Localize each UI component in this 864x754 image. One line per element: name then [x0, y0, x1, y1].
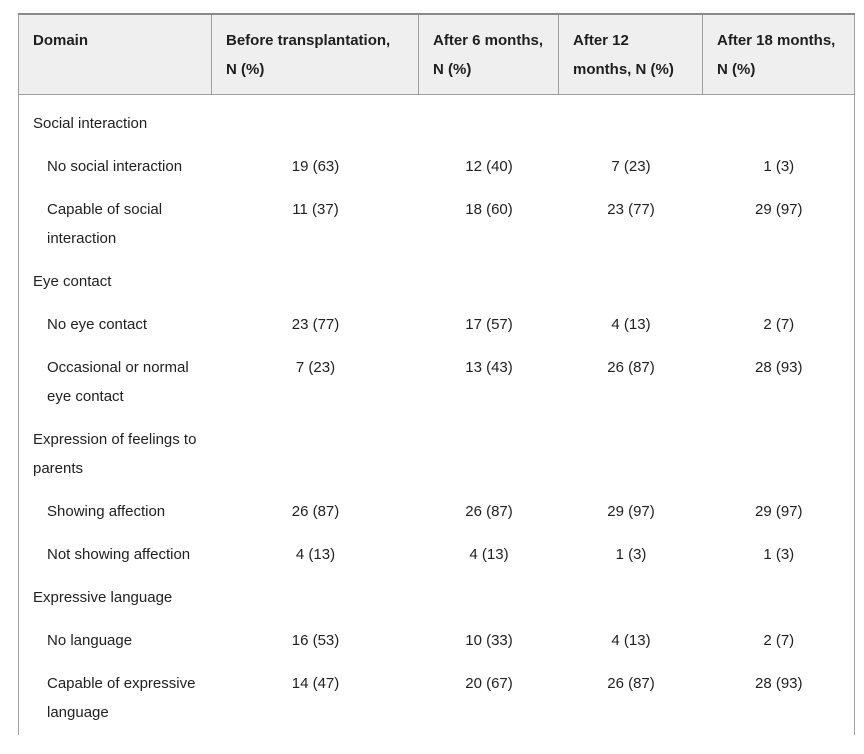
column-header-after-12-months: After 12 months, N (%): [558, 13, 703, 95]
value-cell: 1 (3): [702, 145, 855, 188]
outcomes-table: Domain Before transplantation, N (%) Aft…: [18, 13, 855, 735]
header-row: Domain Before transplantation, N (%) Aft…: [18, 13, 855, 95]
value-cell: 23 (77): [291, 316, 340, 333]
domain-item-label: No social interaction: [18, 145, 212, 188]
value-cell: 7 (23): [611, 158, 651, 175]
domain-item-label: Not showing affection: [18, 533, 212, 576]
value-cell: [212, 576, 419, 619]
value-cell: 26 (87): [291, 503, 340, 520]
value-cell: 26 (87): [465, 503, 513, 520]
value-cell: [702, 418, 855, 490]
table-row-group-social-interaction: Social interaction: [18, 94, 855, 146]
value-cell: [559, 260, 703, 303]
table-row-capable-of-expressive-language: Capable of expressive language 14 (47) 2…: [18, 662, 855, 735]
value-cell: [419, 576, 559, 619]
value-cell: 28 (93): [702, 662, 855, 735]
value-cell: [212, 95, 419, 146]
value-cell: 7 (23): [295, 359, 336, 376]
value-cell: 29 (97): [702, 188, 855, 260]
domain-item-label: Showing affection: [18, 490, 212, 533]
value-cell: 23 (77): [607, 201, 655, 218]
value-cell: 13 (43): [465, 359, 513, 376]
value-cell: 29 (97): [607, 503, 655, 520]
value-cell: 18 (60): [465, 201, 513, 218]
value-cell: 26 (87): [607, 675, 655, 692]
value-cell: 12 (40): [465, 158, 513, 175]
domain-group-label: Expression of feelings to parents: [18, 418, 212, 490]
table-row-showing-affection: Showing affection 26 (87) 26 (87) 29 (97…: [18, 490, 855, 533]
table-row-no-social-interaction: No social interaction 19 (63) 12 (40) 7 …: [18, 145, 855, 188]
value-cell: 4 (13): [295, 546, 336, 563]
column-header-after-18-months: After 18 months, N (%): [702, 13, 855, 95]
value-cell: [419, 260, 559, 303]
value-cell: 1 (3): [615, 546, 647, 563]
value-cell: 28 (93): [702, 346, 855, 418]
column-header-after-6-months: After 6 months, N (%): [418, 13, 559, 95]
value-cell: 14 (47): [291, 675, 340, 692]
table-row-not-showing-affection: Not showing affection 4 (13) 4 (13) 1 (3…: [18, 533, 855, 576]
table-row-occasional-or-normal-eye-contact: Occasional or normal eye contact 7 (23) …: [18, 346, 855, 418]
value-cell: 2 (7): [702, 303, 855, 346]
table-row-group-expression-of-feelings: Expression of feelings to parents: [18, 418, 855, 490]
value-cell: 4 (13): [611, 316, 651, 333]
value-cell: 20 (67): [465, 675, 513, 692]
value-cell: 26 (87): [607, 359, 655, 376]
table-row-no-language: No language 16 (53) 10 (33) 4 (13) 2 (7): [18, 619, 855, 662]
value-cell: 10 (33): [465, 632, 513, 649]
column-header-domain: Domain: [18, 13, 212, 95]
domain-item-label: No language: [18, 619, 212, 662]
domain-item-label: Capable of social interaction: [18, 188, 212, 260]
value-cell: [702, 260, 855, 303]
value-cell: [559, 95, 703, 146]
value-cell: [702, 94, 855, 145]
value-cell: 29 (97): [702, 490, 855, 533]
value-cell: 17 (57): [465, 316, 513, 333]
table-row-group-eye-contact: Eye contact: [18, 260, 855, 303]
domain-item-label: No eye contact: [18, 303, 212, 346]
value-cell: 1 (3): [702, 533, 855, 576]
value-cell: [212, 418, 419, 490]
value-cell: [702, 576, 855, 619]
value-cell: 11 (37): [292, 201, 339, 218]
domain-group-label: Eye contact: [18, 260, 212, 303]
table-body: Social interaction No social interaction…: [18, 94, 855, 735]
value-cell: 4 (13): [469, 546, 509, 563]
value-cell: [212, 260, 419, 303]
table-row-no-eye-contact: No eye contact 23 (77) 17 (57) 4 (13) 2 …: [18, 303, 855, 346]
value-cell: 2 (7): [702, 619, 855, 662]
value-cell: 4 (13): [611, 632, 651, 649]
value-cell: [419, 418, 559, 490]
value-cell: [559, 576, 703, 619]
value-cell: 19 (63): [291, 158, 340, 175]
column-header-before-transplantation: Before transplantation, N (%): [211, 13, 419, 95]
domain-group-label: Expressive language: [18, 576, 212, 619]
value-cell: [419, 95, 559, 146]
value-cell: 16 (53): [291, 632, 340, 649]
table-row-capable-of-social-interaction: Capable of social interaction 11 (37) 18…: [18, 188, 855, 260]
value-cell: [559, 418, 703, 490]
domain-item-label: Capable of expressive language: [18, 662, 212, 735]
table-row-group-expressive-language: Expressive language: [18, 576, 855, 619]
domain-group-label: Social interaction: [18, 94, 212, 145]
domain-item-label: Occasional or normal eye contact: [18, 346, 212, 418]
table-header: Domain Before transplantation, N (%) Aft…: [18, 13, 855, 95]
